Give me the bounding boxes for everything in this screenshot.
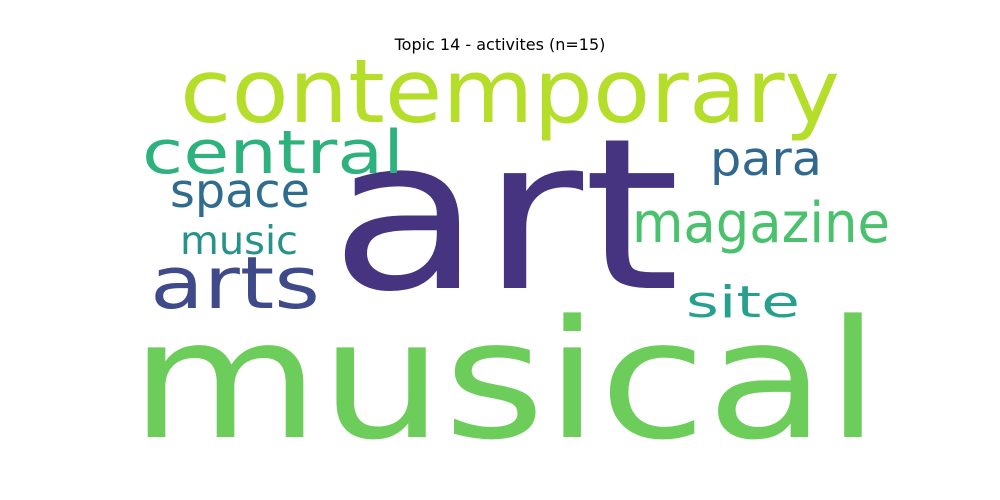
word-art: art bbox=[330, 93, 680, 338]
word-site: site bbox=[686, 277, 800, 328]
word-arts: arts bbox=[150, 241, 320, 325]
word-space: space bbox=[170, 164, 310, 219]
word-para: para bbox=[710, 132, 822, 187]
word-musical: musical bbox=[130, 285, 880, 476]
word-music: music bbox=[180, 219, 298, 264]
word-magazine: magazine bbox=[632, 191, 890, 256]
chart-title: Topic 14 - activites (n=15) bbox=[394, 35, 606, 54]
word-contemporary: contemporary bbox=[180, 40, 840, 143]
word-central: central bbox=[142, 118, 404, 188]
